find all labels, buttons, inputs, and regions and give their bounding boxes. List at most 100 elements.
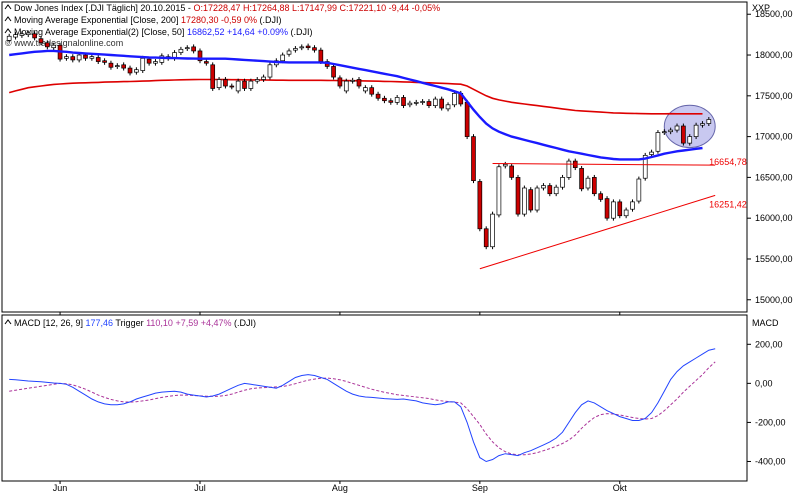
candle-up (642, 155, 648, 179)
price-tick-label: 17500,00 (755, 91, 793, 101)
candle-down (388, 100, 394, 103)
candle-up (623, 209, 629, 217)
legend-trigger-name: Trigger (113, 318, 146, 328)
candle-up (693, 124, 699, 137)
macd-icon (4, 319, 12, 325)
candle-down (108, 62, 114, 68)
candle-up (636, 178, 642, 202)
candle-up (566, 160, 572, 178)
trendline (492, 163, 716, 166)
price-tick-label: 16000,00 (755, 213, 793, 223)
legend-ema200-suffix: (.DJI) (257, 15, 282, 25)
candle-up (363, 87, 368, 92)
candle-up (452, 93, 457, 106)
candle-up (413, 101, 419, 104)
candle-down (210, 64, 216, 89)
candle-up (585, 177, 591, 189)
legend-ema50-suffix: (.DJI) (288, 27, 313, 37)
legend-ohlc: O:17228,47 H:17264,88 L:17147,99 C:17221… (193, 3, 440, 13)
candle-up (140, 57, 146, 71)
watermark: © www.tradesignalonline.com (5, 38, 123, 48)
price-y-axis: 15000,00 15500,00 16000,00 16500,00 17000,00… (747, 9, 793, 305)
macd-line (9, 348, 716, 463)
candle-up (560, 177, 565, 188)
candle-up (13, 34, 18, 38)
price-tick-label: 16500,00 (755, 172, 793, 182)
macd-tick-label: -200,00 (755, 417, 786, 427)
ema200-icon (4, 16, 12, 22)
candle-up (19, 33, 25, 36)
candle-up (25, 32, 31, 35)
legend-title: Dow Jones Index [.DJI Täglich] 20.10.201… (14, 3, 193, 13)
candle-up (706, 119, 712, 124)
candle-up (299, 46, 305, 49)
candle-up (267, 64, 273, 78)
legend-trigger-value: 110,10 +7,59 +4,47% (146, 318, 231, 328)
candle-up (286, 50, 292, 55)
candle-down (528, 189, 534, 211)
candle-up (184, 47, 190, 50)
ema50-line (9, 49, 703, 161)
candle-down (401, 97, 406, 106)
price-tick-label: 15000,00 (755, 295, 793, 305)
candle-down (146, 58, 152, 64)
candle-up (153, 61, 158, 64)
candle-down (617, 201, 623, 217)
legend-macd-value: 177,46 (86, 318, 114, 328)
candle-up (89, 56, 95, 59)
candle-down (579, 168, 584, 190)
candle-up (134, 69, 139, 73)
candle-up (496, 166, 502, 216)
candle-up (687, 136, 693, 144)
legend-ema200-name: Moving Average Exponential [Close, 200] (14, 15, 181, 25)
candle-up (445, 104, 451, 110)
candle-up (655, 132, 661, 152)
candle-down (38, 38, 44, 44)
macd-tick-label: -400,00 (755, 456, 786, 466)
candle-up (630, 201, 635, 210)
candle-down (197, 50, 203, 62)
candle-down (223, 79, 228, 87)
candle-up (522, 187, 527, 215)
candle-up (343, 80, 349, 92)
candle-down (598, 193, 604, 200)
candle-up (280, 54, 285, 62)
candle-down (305, 45, 311, 49)
candle-down (375, 93, 381, 99)
ema50-icon (4, 28, 12, 34)
trigger-line (9, 361, 716, 456)
trendline (479, 194, 716, 270)
x-tick-label: Aug (332, 483, 348, 493)
candle-up (668, 129, 673, 133)
legend-macd-suffix: (.DJI) (232, 318, 257, 328)
candle-down (464, 101, 470, 137)
candle-up (254, 79, 260, 82)
candle-down (32, 33, 37, 39)
candle-up (350, 79, 355, 82)
candle-up (502, 163, 508, 167)
legend-ema50-name: Moving Average Exponential(2) [Close, 50… (14, 27, 187, 37)
svg-text:Moving Average Exponential [Cl: Moving Average Exponential [Close, 200] … (14, 15, 282, 25)
candle-up (433, 98, 438, 106)
ema50-layer (9, 49, 703, 161)
legend-ema200-line: Moving Average Exponential [Close, 200] … (14, 15, 282, 25)
candle-down (547, 185, 553, 195)
candle-up (216, 79, 222, 89)
candle-up (159, 55, 165, 63)
candle-up (700, 123, 705, 126)
candle-up (114, 65, 120, 67)
candle-up (553, 186, 559, 195)
candle-down (509, 165, 514, 178)
price-tick-label: 15500,00 (755, 254, 793, 264)
candle-up (6, 35, 12, 41)
macd-y-axis: -400,00 -200,00 0,00 200,00 (747, 339, 786, 466)
legend-price-line: Dow Jones Index [.DJI Täglich] 20.10.201… (14, 3, 440, 13)
candle-down (592, 177, 597, 195)
candle-down (204, 61, 209, 64)
trendline-label: 16654,78 (709, 157, 747, 167)
candle-down (70, 56, 76, 61)
candle-down (331, 66, 336, 78)
ema200-line (8, 78, 703, 115)
candle-down (121, 64, 126, 69)
candle-down (369, 87, 375, 95)
